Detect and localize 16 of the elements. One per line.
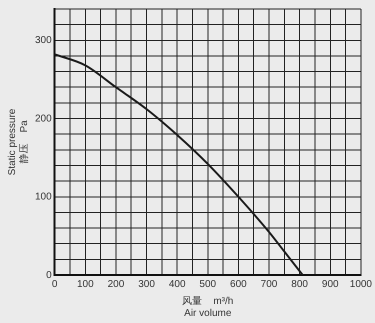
y-tick-label: 300: [34, 35, 52, 46]
y-tick-label: 100: [34, 192, 52, 203]
x-tick-label: 800: [291, 278, 308, 290]
x-tick-label: 400: [168, 278, 186, 290]
x-tick-label: 700: [260, 278, 278, 290]
x-tick-label: 600: [230, 278, 248, 290]
x-tick-label: 100: [76, 278, 94, 290]
y-tick-label: 200: [34, 113, 52, 124]
x-axis-title: 风量 m³/h Air volume: [182, 296, 234, 319]
x-tick-label: 300: [138, 278, 156, 290]
x-tick-label: 900: [322, 278, 340, 290]
y-axis-title: Static pressure 静压 Pa: [6, 108, 30, 176]
x-tick-label: 200: [108, 278, 125, 290]
x-tick-label: 1000: [350, 278, 372, 290]
x-tick-label: 500: [199, 278, 217, 290]
y-tick-label: 0: [46, 270, 52, 281]
